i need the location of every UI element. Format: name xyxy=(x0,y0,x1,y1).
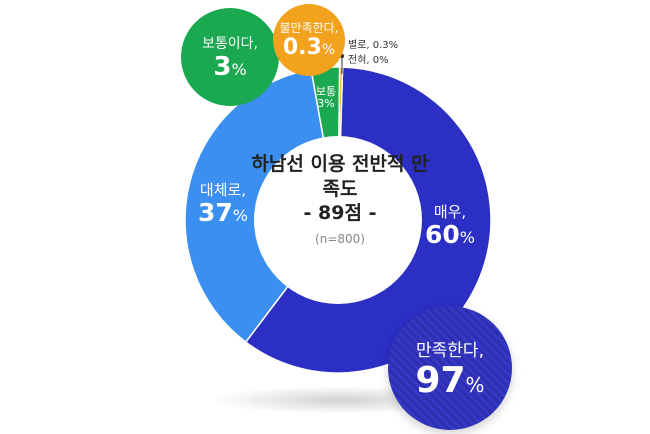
label-very: 매우, 60% xyxy=(418,204,482,248)
label-very-value: 60 xyxy=(425,219,460,249)
bubble-dissatisfied: 불만족한다, 0.3% xyxy=(273,4,345,76)
label-mostly-value: 37 xyxy=(198,197,233,227)
donut-hole xyxy=(254,136,422,304)
bubble-neutral-unit: % xyxy=(231,59,247,79)
bubble-satisfied-value: 97 xyxy=(415,359,466,401)
bubble-neutral: 보통이다, 3% xyxy=(181,8,279,106)
label-very-unit: % xyxy=(459,227,475,247)
bubble-satisfied-unit: % xyxy=(465,372,485,397)
label-neutral-inline: 보통 3% xyxy=(313,85,339,111)
bubble-dissatisfied-value: 0.3 xyxy=(282,35,322,61)
label-very-text: 매우, xyxy=(433,203,467,221)
note-rarely: 별로, 0.3% xyxy=(348,40,399,51)
bubble-dissatisfied-unit: % xyxy=(321,42,336,59)
chart-score: - 89점 - xyxy=(303,202,377,225)
bubble-dissatisfied-text: 불만족한다, xyxy=(279,21,339,36)
note-never: 전혀, 0% xyxy=(348,55,389,66)
label-mostly-unit: % xyxy=(232,205,248,225)
bubble-satisfied-text: 만족한다, xyxy=(416,340,484,361)
label-mostly-text: 대체로, xyxy=(199,181,247,199)
label-mostly: 대체로, 37% xyxy=(190,182,256,226)
chart-title: 하남선 이용 전반적 만족도 xyxy=(251,153,429,200)
sample-size: (n=800) xyxy=(315,232,365,247)
note-group: 별로, 0.3% 전혀, 0% xyxy=(348,38,398,68)
chart-center-label: 하남선 이용 전반적 만족도 - 89점 - (n=800) xyxy=(245,152,435,246)
label-neutral-inline-value: 3% xyxy=(317,97,335,111)
bubble-neutral-value: 3 xyxy=(213,51,232,82)
bubble-neutral-text: 보통이다, xyxy=(202,35,258,52)
bubble-satisfied: 만족한다, 97% xyxy=(388,306,512,430)
label-neutral-inline-text: 보통 xyxy=(315,85,337,98)
